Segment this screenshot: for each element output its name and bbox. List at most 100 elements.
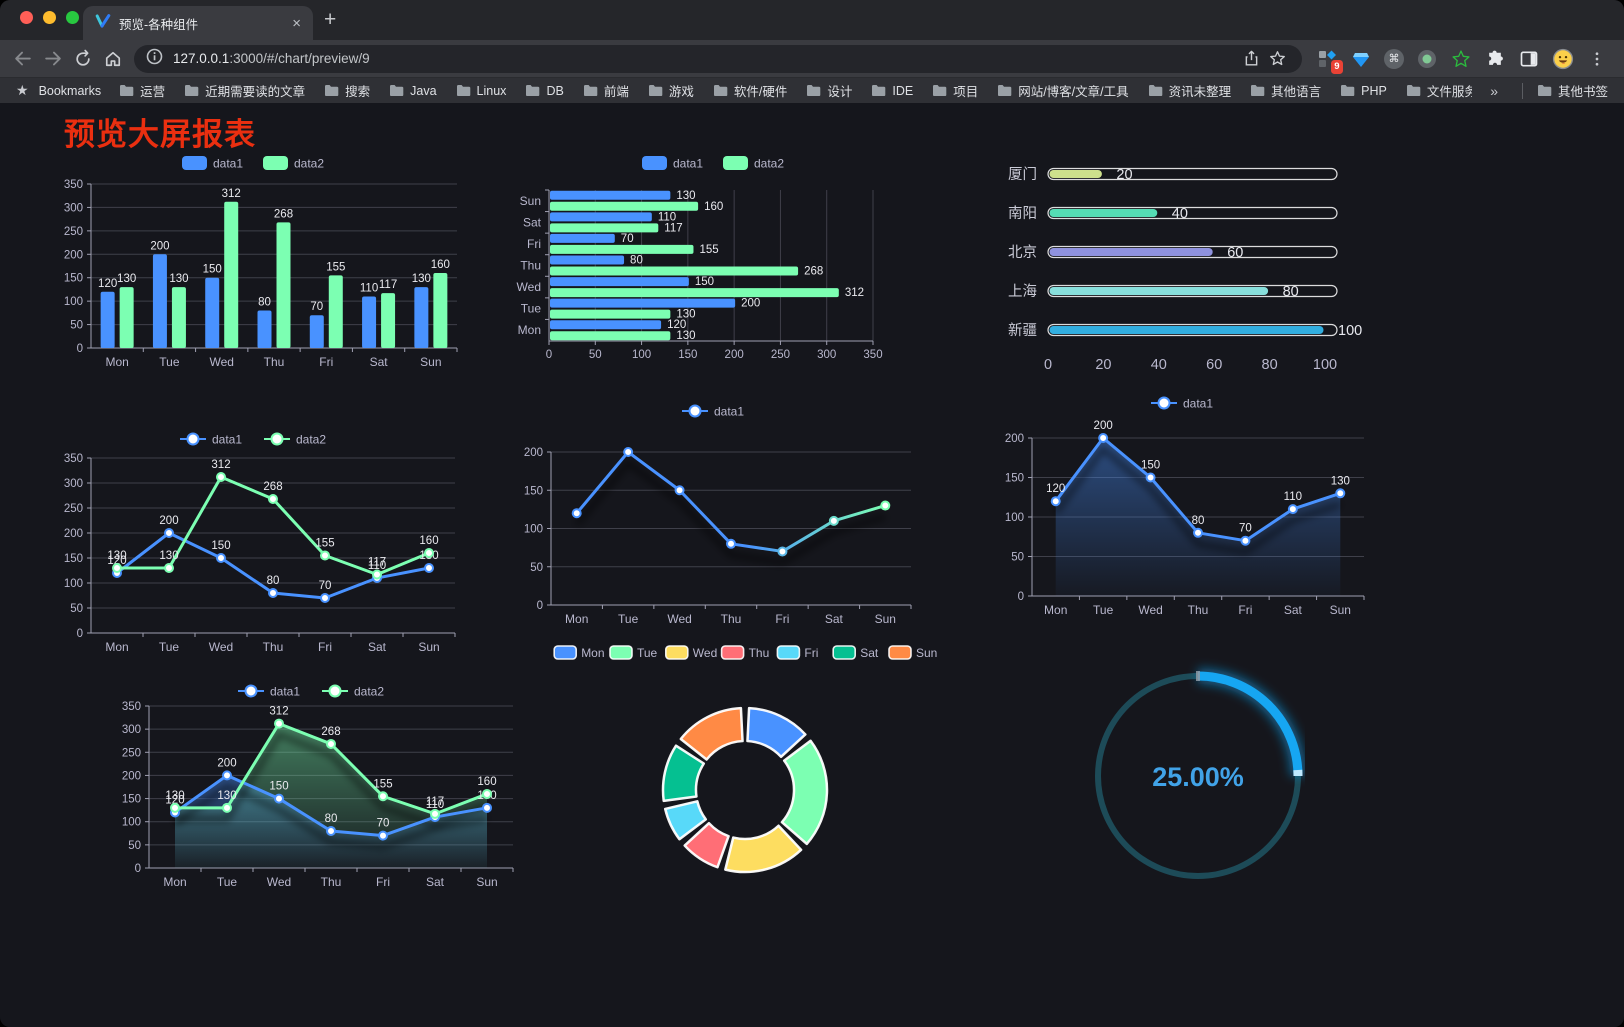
- share-icon[interactable]: [1238, 46, 1264, 72]
- folder-icon: [807, 85, 821, 96]
- svg-text:312: 312: [222, 188, 241, 200]
- bookmark-item[interactable]: Java: [389, 84, 437, 98]
- bookmarks-overflow-chevron[interactable]: »: [1490, 82, 1498, 99]
- svg-text:Thu: Thu: [264, 355, 285, 369]
- bookmark-item[interactable]: Linux: [456, 83, 507, 98]
- svg-text:70: 70: [621, 233, 634, 245]
- svg-text:80: 80: [630, 255, 643, 267]
- bookmarks-bar: ★ Bookmarks 运营 近期需要读的文章 搜索 Java Linux DB 前端 游戏 软…: [0, 77, 1624, 103]
- bookmark-item[interactable]: PHP: [1340, 84, 1387, 98]
- svg-text:Mon: Mon: [1044, 603, 1067, 617]
- svg-text:312: 312: [211, 459, 230, 471]
- other-bookmarks[interactable]: 其他书签: [1537, 81, 1608, 100]
- svg-text:130: 130: [412, 273, 431, 285]
- svg-text:Tue: Tue: [1093, 603, 1114, 617]
- reload-button[interactable]: [68, 44, 98, 74]
- svg-text:300: 300: [64, 478, 83, 490]
- zoom-window-button[interactable]: [66, 11, 79, 24]
- svg-text:155: 155: [373, 778, 392, 790]
- bookmark-label: 近期需要读的文章: [205, 85, 306, 99]
- address-bar[interactable]: 127.0.0.1:3000/#/chart/preview/9: [134, 44, 1302, 73]
- svg-text:200: 200: [122, 770, 141, 782]
- bookmark-item[interactable]: 资讯未整理: [1148, 81, 1231, 100]
- chart-bar-horizontal: 0 50 100 150 200 250 300 350 Mon Tue Wed Thu Fri Sat S…: [505, 148, 925, 376]
- back-button[interactable]: [8, 44, 38, 74]
- svg-text:data2: data2: [754, 157, 784, 171]
- extensions-puzzle-icon[interactable]: [1484, 48, 1506, 70]
- extension-gem-icon[interactable]: [1350, 48, 1372, 70]
- bookmark-item[interactable]: 搜索: [324, 81, 370, 100]
- svg-text:data1: data1: [673, 157, 703, 171]
- svg-text:70: 70: [319, 580, 332, 592]
- home-button[interactable]: [98, 44, 128, 74]
- bookmark-label: Linux: [476, 83, 507, 98]
- extension-command-icon[interactable]: ⌘: [1384, 48, 1404, 69]
- svg-text:110: 110: [368, 560, 386, 572]
- site-info-icon[interactable]: [146, 48, 163, 70]
- folder-icon: [325, 85, 339, 96]
- bookmark-item[interactable]: 软件/硬件: [713, 81, 787, 100]
- extension-badge: 9: [1330, 60, 1343, 74]
- svg-text:130: 130: [676, 309, 695, 321]
- bookmark-item[interactable]: 网站/博客/文章/工具: [997, 81, 1129, 100]
- svg-text:110: 110: [658, 211, 676, 223]
- extension-grid-icon[interactable]: 9: [1316, 48, 1343, 74]
- bookmark-item[interactable]: 运营: [119, 81, 165, 100]
- favicon: [95, 13, 111, 34]
- bookmark-item[interactable]: 前端: [583, 81, 629, 100]
- side-panel-icon[interactable]: [1518, 48, 1540, 70]
- svg-text:160: 160: [419, 535, 438, 547]
- svg-text:40: 40: [1151, 357, 1167, 373]
- svg-text:200: 200: [217, 757, 236, 769]
- extension-record-icon[interactable]: [1416, 48, 1438, 70]
- new-tab-button[interactable]: +: [324, 8, 337, 31]
- bookmark-item[interactable]: 文件服务器: [1406, 81, 1472, 100]
- svg-text:160: 160: [477, 776, 496, 788]
- extension-star-icon[interactable]: [1450, 48, 1472, 70]
- svg-text:80: 80: [267, 575, 280, 587]
- browser-menu-icon[interactable]: [1586, 48, 1608, 70]
- svg-text:Sat: Sat: [523, 215, 542, 229]
- bookmark-item[interactable]: 近期需要读的文章: [184, 81, 305, 100]
- svg-text:0: 0: [1018, 591, 1024, 603]
- profile-avatar[interactable]: [1552, 48, 1574, 70]
- close-window-button[interactable]: [20, 11, 33, 24]
- bookmark-item[interactable]: 项目: [932, 81, 978, 100]
- svg-text:117: 117: [379, 279, 397, 291]
- svg-text:Mon: Mon: [581, 646, 604, 660]
- chart-line-two-series: 0 50 100 150 200 250 300 350 Mon Tue Wed Thu Fri Sat S…: [45, 424, 465, 660]
- bookmark-item[interactable]: IDE: [871, 84, 913, 98]
- svg-text:130: 130: [217, 790, 236, 802]
- minimize-window-button[interactable]: [43, 11, 56, 24]
- svg-text:70: 70: [377, 818, 390, 830]
- bookmark-item[interactable]: 其他语言: [1250, 81, 1321, 100]
- svg-text:Wed: Wed: [667, 612, 691, 626]
- bookmark-item[interactable]: DB: [525, 84, 564, 98]
- bookmark-item[interactable]: 游戏: [648, 81, 694, 100]
- svg-text:110: 110: [1284, 491, 1302, 503]
- folder-icon: [998, 85, 1012, 96]
- browser-tab[interactable]: 预览-各种组件 ×: [83, 6, 313, 40]
- folder-icon: [1406, 85, 1421, 96]
- bookmark-star-icon[interactable]: [1264, 46, 1290, 72]
- svg-text:350: 350: [64, 453, 83, 465]
- svg-text:150: 150: [695, 276, 714, 288]
- tab-close-icon[interactable]: ×: [292, 14, 301, 32]
- svg-text:155: 155: [326, 261, 345, 273]
- bookmark-item[interactable]: 设计: [806, 81, 852, 100]
- forward-button[interactable]: [38, 44, 68, 74]
- svg-text:150: 150: [269, 781, 288, 793]
- svg-text:120: 120: [107, 555, 126, 567]
- svg-text:data1: data1: [212, 433, 242, 447]
- page-title: 预览大屏报表: [64, 117, 256, 152]
- svg-text:Sun: Sun: [418, 640, 439, 654]
- svg-text:160: 160: [431, 259, 450, 271]
- bookmark-items: 运营 近期需要读的文章 搜索 Java Linux DB 前端 游戏 软件/硬件 设计 IDE 项目 网…: [119, 81, 1472, 100]
- bookmarks-star-icon[interactable]: ★: [16, 82, 29, 98]
- svg-text:80: 80: [1192, 515, 1205, 527]
- folder-icon: [1537, 85, 1552, 96]
- svg-text:117: 117: [664, 222, 682, 234]
- bookmark-label: 软件/硬件: [733, 85, 788, 99]
- svg-text:110: 110: [426, 799, 444, 811]
